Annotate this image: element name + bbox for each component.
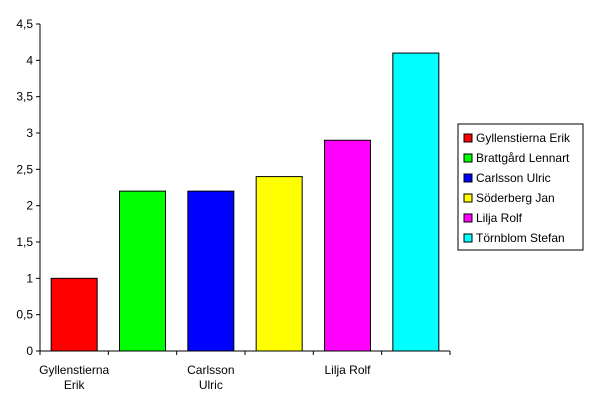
y-tick-label: 2 [26,199,33,213]
bar-6 [392,52,440,352]
y-tick-label: 4,5 [16,17,33,31]
bar-1 [50,277,98,352]
legend-items: Gyllenstierna Erik Brattgård Lennart Carls… [463,131,571,245]
y-tick-label: 2,5 [16,162,33,176]
legend-label: Brattgård Lennart [476,151,570,165]
legend-swatch [463,213,473,223]
x-tick-label: Carlsson Ulric [187,363,234,392]
legend-label: Carlsson Ulric [476,171,551,185]
x-tick-label: Gyllenstierna Erik [39,363,109,392]
bar-5 [324,139,371,352]
bar-2 [119,190,166,352]
legend-swatch [463,133,473,143]
y-tick-label: 0 [26,344,33,358]
legend-label: Söderberg Jan [476,191,555,205]
bar-3 [187,190,235,352]
legend-box [457,123,584,251]
y-tick-label: 0,5 [16,308,33,322]
legend-swatch [463,153,473,163]
x-tick-label: Lilja Rolf [324,363,371,377]
legend: Gyllenstierna Erik Brattgård Lennart Carls… [457,123,584,251]
bars-group [50,52,440,352]
bar-4 [255,176,303,352]
legend-label: Törnblom Stefan [476,231,565,245]
y-tick-label: 4 [26,53,33,67]
axes-group [39,24,450,352]
x-axis-labels: Gyllenstierna Erik Carlsson Ulric Lilja Rolf [39,363,371,392]
legend-label: Lilja Rolf [476,211,523,225]
legend-label: Gyllenstierna Erik [476,131,571,145]
y-tick-label: 1,5 [16,235,33,249]
y-tick-label: 3,5 [16,90,33,104]
legend-swatch [463,173,473,183]
legend-swatch [463,193,473,203]
legend-swatch [463,233,473,243]
x-axis-ticks [39,351,451,355]
y-tick-label: 1 [26,271,33,285]
y-axis-ticks: 0 0,5 1 1,5 2 2,5 3 3,5 4 4,5 [16,17,40,358]
y-tick-label: 3 [26,126,33,140]
